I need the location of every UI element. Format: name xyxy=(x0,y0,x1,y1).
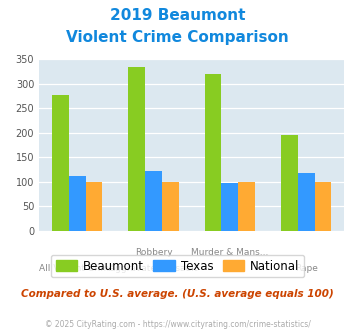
Bar xyxy=(129,67,145,231)
Text: Aggravated Assault: Aggravated Assault xyxy=(109,264,198,273)
Bar xyxy=(145,171,162,231)
Bar xyxy=(162,182,179,231)
Bar xyxy=(52,95,69,231)
Bar xyxy=(238,182,255,231)
Bar xyxy=(205,74,222,231)
Text: © 2025 CityRating.com - https://www.cityrating.com/crime-statistics/: © 2025 CityRating.com - https://www.city… xyxy=(45,320,310,329)
Text: Rape: Rape xyxy=(295,264,318,273)
Text: Violent Crime Comparison: Violent Crime Comparison xyxy=(66,30,289,45)
Text: Murder & Mans...: Murder & Mans... xyxy=(191,248,268,257)
Bar xyxy=(86,182,102,231)
Text: All Violent Crime: All Violent Crime xyxy=(39,264,115,273)
Bar xyxy=(298,173,315,231)
Legend: Beaumont, Texas, National: Beaumont, Texas, National xyxy=(51,255,304,278)
Text: 2019 Beaumont: 2019 Beaumont xyxy=(110,8,245,23)
Text: Compared to U.S. average. (U.S. average equals 100): Compared to U.S. average. (U.S. average … xyxy=(21,289,334,299)
Bar xyxy=(315,182,331,231)
Bar xyxy=(222,183,238,231)
Bar xyxy=(281,135,298,231)
Bar xyxy=(69,176,86,231)
Text: Robbery: Robbery xyxy=(135,248,172,257)
